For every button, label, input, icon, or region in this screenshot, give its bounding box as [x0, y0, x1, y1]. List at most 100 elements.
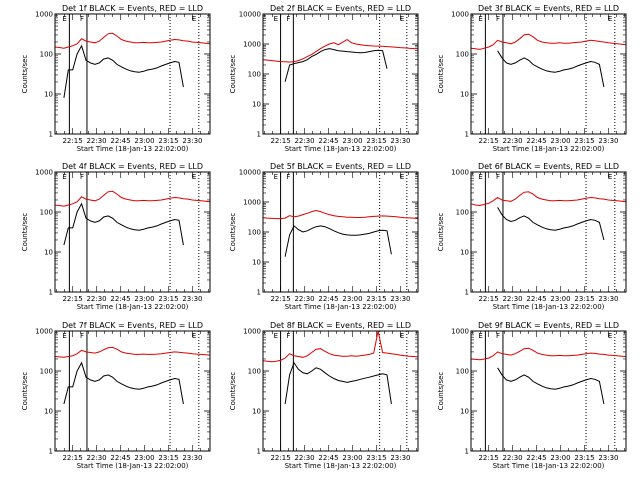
x-tick-label: 22:15 — [270, 454, 290, 462]
series-lld-line — [263, 211, 418, 219]
y-tick-label: 10000 — [239, 11, 261, 19]
chart-title: Det 6f BLACK = Events, RED = LLD — [478, 162, 619, 171]
x-tick-label: 22:15 — [270, 295, 290, 303]
event-annotation: F — [80, 332, 84, 340]
x-tick-label: 22:30 — [294, 454, 314, 462]
x-tick-label: 23:15 — [366, 295, 386, 303]
y-tick-label: 1000 — [243, 199, 261, 207]
x-tick-label: 22:15 — [62, 137, 82, 145]
chart-title: Det 2f BLACK = Events, RED = LLD — [270, 4, 411, 13]
x-tick-label: 22:45 — [318, 454, 338, 462]
plot-frame — [55, 14, 210, 134]
series-events-line — [285, 363, 391, 404]
x-tick-label: 23:00 — [342, 137, 362, 145]
chart-title: Det 1f BLACK = Events, RED = LLD — [62, 4, 203, 13]
y-tick-label: 100 — [248, 368, 261, 376]
x-tick-label: 23:00 — [550, 454, 570, 462]
x-tick-label: 23:30 — [182, 454, 202, 462]
x-tick-label: 23:30 — [390, 454, 410, 462]
y-tick-label: 1000 — [451, 169, 469, 177]
x-tick-label: 22:45 — [318, 137, 338, 145]
y-tick-label: 10 — [460, 249, 469, 257]
event-annotation: F — [496, 332, 500, 340]
y-tick-label: 10 — [44, 249, 53, 257]
event-annotation: E — [478, 173, 482, 181]
y-tick-label: 100 — [248, 229, 261, 237]
y-tick-label: 1000 — [243, 41, 261, 49]
x-tick-label: 23:30 — [390, 137, 410, 145]
x-tick-label: 22:45 — [318, 295, 338, 303]
x-tick-label: 23:00 — [550, 137, 570, 145]
x-axis-label: Start Time (18-Jan-13 22:02:00) — [493, 462, 605, 470]
x-tick-label: 23:15 — [158, 454, 178, 462]
plot-frame — [55, 331, 210, 451]
series-events-line — [64, 204, 183, 245]
y-tick-label: 1 — [49, 289, 53, 297]
x-tick-label: 22:30 — [86, 454, 106, 462]
y-tick-label: 1000 — [451, 11, 469, 19]
event-annotation: E — [192, 173, 196, 181]
x-tick-label: 22:45 — [526, 137, 546, 145]
chart-title: Det 3f BLACK = Events, RED = LLD — [478, 4, 619, 13]
x-axis-label: Start Time (18-Jan-13 22:02:00) — [493, 145, 605, 153]
series-lld-line — [471, 192, 626, 206]
y-tick-label: 10000 — [239, 169, 261, 177]
y-axis-label: Counts/sec — [437, 372, 445, 411]
x-tick-label: 23:30 — [182, 295, 202, 303]
x-tick-label: 23:15 — [366, 137, 386, 145]
event-annotation: E — [400, 332, 404, 340]
chart-title: Det 7f BLACK = Events, RED = LLD — [62, 321, 203, 330]
y-tick-label: 1000 — [451, 328, 469, 336]
x-tick-label: 23:00 — [550, 295, 570, 303]
plot-frame — [471, 331, 626, 451]
y-axis-label: Counts/sec — [229, 55, 237, 94]
chart-title: Det 4f BLACK = Events, RED = LLD — [62, 162, 203, 171]
x-tick-label: 22:15 — [62, 454, 82, 462]
y-tick-label: 10 — [252, 101, 261, 109]
y-tick-label: 1000 — [243, 328, 261, 336]
x-tick-label: 22:30 — [294, 295, 314, 303]
chart-title: Det 5f BLACK = Events, RED = LLD — [270, 162, 411, 171]
series-lld-line — [471, 348, 626, 360]
chart-panel: Det 5f BLACK = Events, RED = LLD 1 10 100 10… — [229, 162, 418, 311]
x-axis-label: Start Time (18-Jan-13 22:02:00) — [285, 303, 397, 311]
y-tick-label: 1 — [257, 289, 261, 297]
event-annotation: E — [400, 173, 404, 181]
event-annotation: E — [192, 332, 196, 340]
x-axis-label: Start Time (18-Jan-13 22:02:00) — [77, 462, 189, 470]
x-tick-label: 22:30 — [294, 137, 314, 145]
series-lld-line — [55, 191, 210, 206]
x-tick-label: 22:15 — [270, 137, 290, 145]
y-tick-label: 1000 — [35, 169, 53, 177]
x-tick-label: 23:00 — [134, 295, 154, 303]
series-events-line — [64, 46, 183, 98]
x-tick-label: 23:00 — [342, 454, 362, 462]
event-annotation: E — [608, 332, 612, 340]
x-axis-label: Start Time (18-Jan-13 22:02:00) — [285, 462, 397, 470]
y-axis-label: Counts/sec — [229, 213, 237, 252]
event-annotation: E — [400, 15, 404, 23]
x-tick-label: 23:30 — [598, 295, 618, 303]
x-tick-label: 23:15 — [574, 454, 594, 462]
event-annotation: E — [274, 15, 278, 23]
y-axis-label: Counts/sec — [21, 213, 29, 252]
y-tick-label: 100 — [248, 71, 261, 79]
series-events-line — [285, 49, 387, 82]
plot-frame — [263, 172, 418, 292]
x-tick-label: 23:30 — [598, 137, 618, 145]
y-axis-label: Counts/sec — [21, 55, 29, 94]
chart-title: Det 8f BLACK = Events, RED = LLD — [270, 321, 411, 330]
chart-panel: Det 3f BLACK = Events, RED = LLD 1 10 100 10… — [437, 4, 626, 153]
chart-panel: Det 2f BLACK = Events, RED = LLD 1 10 100 10… — [229, 4, 418, 153]
y-tick-label: 1 — [465, 289, 469, 297]
event-annotation: E — [62, 332, 66, 340]
x-tick-label: 22:45 — [110, 295, 130, 303]
y-axis-label: Counts/sec — [437, 55, 445, 94]
event-annotation: F — [286, 173, 290, 181]
x-tick-label: 22:30 — [502, 137, 522, 145]
series-events-line — [498, 51, 604, 87]
plot-frame — [263, 14, 418, 134]
event-annotation: F — [496, 173, 500, 181]
x-tick-label: 23:30 — [182, 137, 202, 145]
event-annotation: E — [608, 15, 612, 23]
